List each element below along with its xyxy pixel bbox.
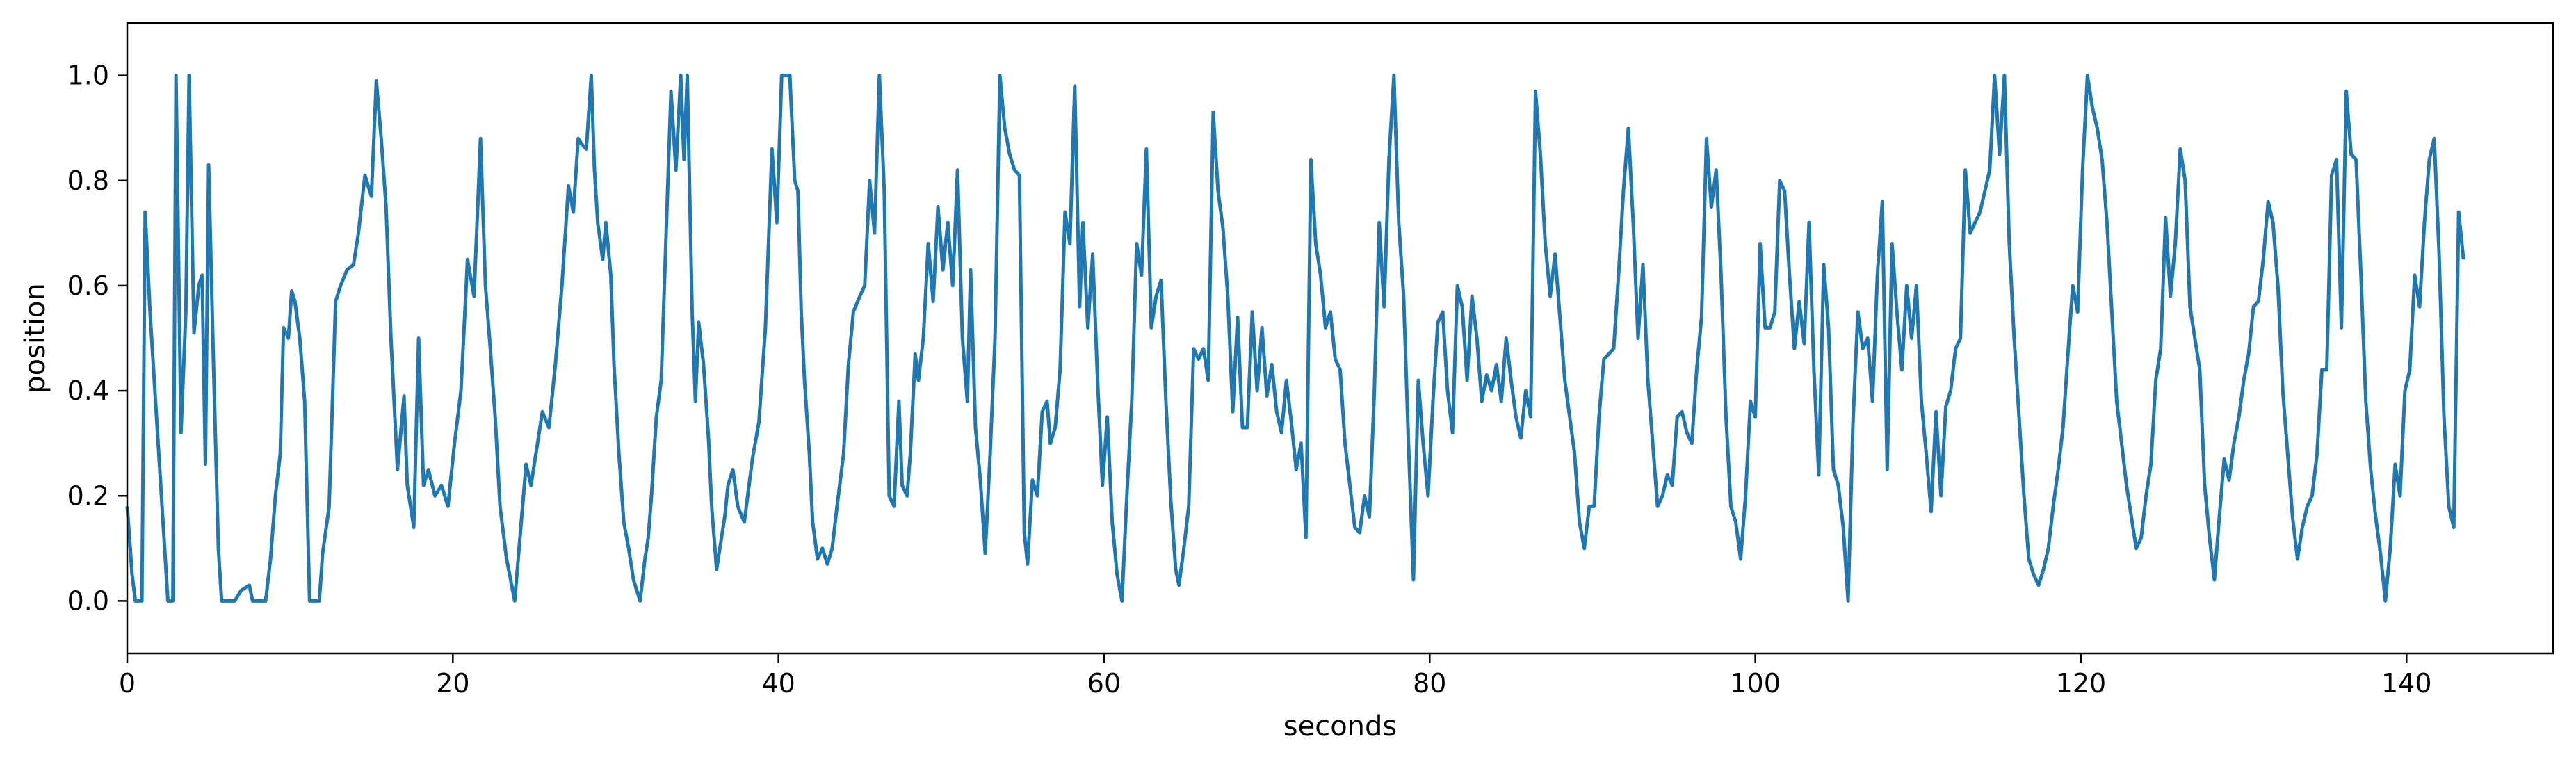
y-tick-label: 0.8 (67, 165, 109, 196)
y-tick-label: 0.2 (67, 480, 109, 511)
x-axis-label: seconds (1283, 710, 1398, 742)
y-tick-label: 0.4 (67, 375, 109, 406)
x-tick-label: 40 (761, 668, 795, 699)
x-tick-label: 0 (119, 668, 136, 699)
y-tick-label: 0.0 (67, 585, 109, 616)
x-tick-label: 140 (2381, 668, 2432, 699)
y-axis-label: position (19, 283, 51, 393)
x-tick-label: 20 (436, 668, 469, 699)
x-tick-label: 120 (2056, 668, 2107, 699)
y-tick-label: 1.0 (67, 60, 109, 91)
x-tick-label: 60 (1087, 668, 1121, 699)
x-tick-label: 80 (1413, 668, 1446, 699)
y-tick-label: 0.6 (67, 270, 109, 301)
x-tick-label: 100 (1730, 668, 1781, 699)
